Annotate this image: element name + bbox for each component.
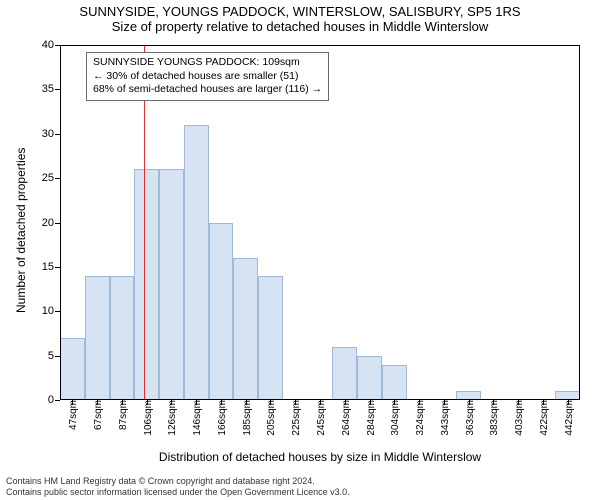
histogram-bar [110,276,135,400]
xtick-label: 324sqm [411,400,426,436]
xtick-label: 166sqm [213,400,228,436]
ytick-label: 35 [42,83,60,95]
xtick-label: 47sqm [64,400,79,430]
xtick-label: 87sqm [114,400,129,430]
histogram-bar [555,391,580,400]
histogram-bar [258,276,283,400]
histogram-bar [357,356,382,400]
histogram-bar [332,347,357,400]
histogram-bar [233,258,258,400]
histogram-bar [159,169,184,400]
histogram-bar [382,365,407,401]
xtick-label: 422sqm [535,400,550,436]
ytick-label: 15 [42,261,60,273]
xtick-label: 304sqm [386,400,401,436]
attribution-footer: Contains HM Land Registry data © Crown c… [6,476,350,498]
histogram-bar [456,391,481,400]
property-size-histogram: SUNNYSIDE, YOUNGS PADDOCK, WINTERSLOW, S… [0,0,600,500]
annotation-line: 68% of semi-detached houses are larger (… [93,83,322,97]
histogram-bar [85,276,110,400]
chart-title-description: Size of property relative to detached ho… [0,19,600,34]
y-axis-label: Number of detached properties [14,147,28,312]
histogram-bar [134,169,159,400]
xtick-label: 185sqm [238,400,253,436]
annotation-box: SUNNYSIDE YOUNGS PADDOCK: 109sqm← 30% of… [86,52,329,101]
xtick-label: 264sqm [337,400,352,436]
histogram-bar [209,223,234,401]
ytick-label: 40 [42,39,60,51]
ytick-label: 25 [42,172,60,184]
xtick-label: 403sqm [510,400,525,436]
ytick-label: 30 [42,128,60,140]
ytick-label: 20 [42,217,60,229]
xtick-label: 106sqm [139,400,154,436]
xtick-label: 284sqm [362,400,377,436]
ytick-label: 10 [42,305,60,317]
ytick-label: 5 [48,350,60,362]
histogram-bar [60,338,85,400]
xtick-label: 245sqm [312,400,327,436]
footer-line-1: Contains HM Land Registry data © Crown c… [6,476,350,487]
xtick-label: 383sqm [485,400,500,436]
xtick-label: 146sqm [188,400,203,436]
annotation-line: SUNNYSIDE YOUNGS PADDOCK: 109sqm [93,56,322,70]
chart-title-block: SUNNYSIDE, YOUNGS PADDOCK, WINTERSLOW, S… [0,0,600,34]
footer-line-2: Contains public sector information licen… [6,487,350,498]
xtick-label: 225sqm [287,400,302,436]
chart-title-address: SUNNYSIDE, YOUNGS PADDOCK, WINTERSLOW, S… [0,4,600,19]
x-axis-label: Distribution of detached houses by size … [60,450,580,464]
ytick-label: 0 [48,394,60,406]
xtick-label: 363sqm [461,400,476,436]
histogram-bar [184,125,209,400]
plot-area: SUNNYSIDE YOUNGS PADDOCK: 109sqm← 30% of… [60,45,580,400]
annotation-line: ← 30% of detached houses are smaller (51… [93,70,322,84]
xtick-label: 442sqm [560,400,575,436]
xtick-label: 205sqm [262,400,277,436]
xtick-label: 126sqm [163,400,178,436]
xtick-label: 67sqm [89,400,104,430]
xtick-label: 343sqm [436,400,451,436]
